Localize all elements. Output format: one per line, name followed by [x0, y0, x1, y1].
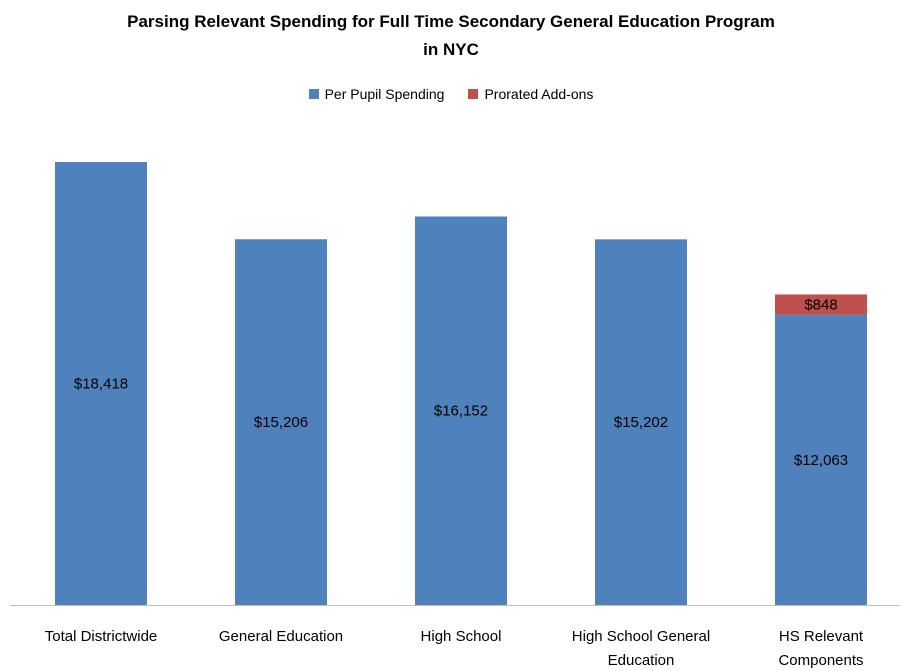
- x-tick-label: General Education: [218, 628, 344, 645]
- x-tick-label: HS Relevant Components: [778, 628, 864, 669]
- data-label: $12,063: [794, 452, 848, 469]
- x-tick-label: Total Districtwide: [44, 628, 158, 645]
- legend-item: Prorated Add-ons: [468, 86, 593, 102]
- bar-segment: [235, 239, 327, 605]
- legend-label: Prorated Add-ons: [484, 86, 594, 102]
- legend-item: Per Pupil Spending: [308, 86, 445, 102]
- chart-title: Parsing Relevant Spending for Full Time …: [127, 12, 775, 59]
- data-label: $15,206: [254, 414, 308, 431]
- legend-swatch: [468, 89, 479, 99]
- data-label: $18,418: [74, 375, 128, 392]
- bar-segment: [775, 314, 867, 605]
- bar-segment: [595, 239, 687, 605]
- bar-segment: [775, 294, 867, 315]
- bar-segment: [55, 162, 147, 605]
- legend-label: Per Pupil Spending: [324, 86, 445, 102]
- x-tick-label: High School: [420, 628, 502, 645]
- data-label: $848: [804, 297, 837, 314]
- x-tick-label: High School General Education: [571, 628, 711, 669]
- data-label: $15,202: [614, 414, 668, 431]
- bar-segment: [415, 216, 507, 605]
- legend-swatch: [308, 89, 319, 99]
- legend: Per Pupil Spending Prorated Add-ons: [0, 86, 902, 102]
- data-label: $16,152: [434, 403, 488, 420]
